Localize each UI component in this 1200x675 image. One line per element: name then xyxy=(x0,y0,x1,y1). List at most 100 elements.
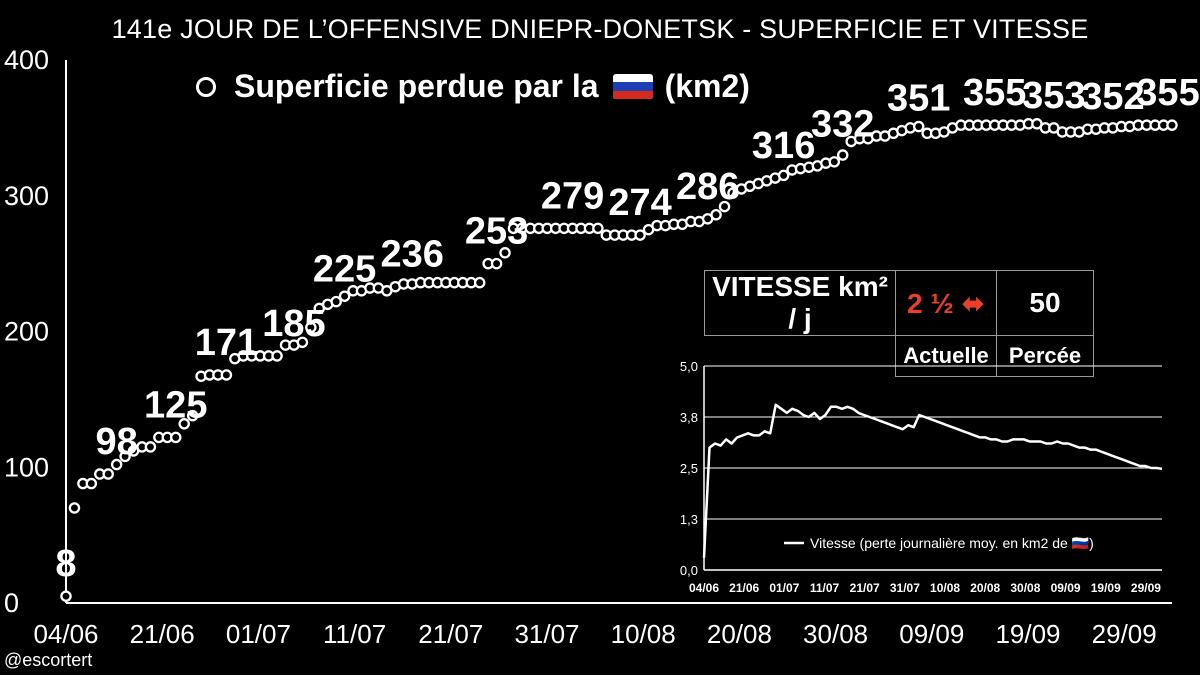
main-x-tick-label: 11/07 xyxy=(323,619,386,649)
legend-label: Superficie perdue par la xyxy=(234,68,599,104)
main-y-tick-label: 100 xyxy=(4,452,49,482)
data-point xyxy=(912,120,925,133)
data-point xyxy=(836,149,849,161)
main-x-tick-label: 09/09 xyxy=(899,619,964,649)
data-point xyxy=(119,450,131,463)
data-label: 236 xyxy=(380,234,443,276)
speed-header: VITESSE km² / j xyxy=(704,270,896,336)
main-x-tick-label: 20/08 xyxy=(707,619,772,649)
data-label: 353 xyxy=(1022,75,1085,117)
inset-x-tick-label: 30/08 xyxy=(1010,581,1040,595)
chart-title: 141e JOUR DE L’OFFENSIVE DNIEPR-DONETSK … xyxy=(111,14,1089,44)
data-point xyxy=(330,295,342,308)
data-point xyxy=(271,350,283,362)
inset-x-tick-label: 29/09 xyxy=(1131,581,1161,595)
inset-x-tick-label: 19/09 xyxy=(1091,581,1121,595)
data-point xyxy=(68,502,81,514)
speed-breakthrough-value: 50 xyxy=(996,270,1094,336)
data-point xyxy=(220,369,233,381)
circle-marker-icon xyxy=(196,76,216,97)
main-x-tick-label: 30/08 xyxy=(803,619,868,649)
data-point xyxy=(144,441,157,453)
inset-x-tick-label: 01/07 xyxy=(769,581,799,595)
main-x-tick-label: 04/06 xyxy=(33,619,98,649)
speed-line-chart: 0,0 1,3 2,5 3,8 5,0 04/06 21/06 01/07 11/07 21/07… xyxy=(680,359,1163,595)
speed-current-value: 2 ½ ⬌ xyxy=(895,270,997,336)
main-x-tick-label: 01/07 xyxy=(226,619,291,649)
main-x-tick-label: 29/09 xyxy=(1092,619,1157,649)
data-point xyxy=(718,200,731,213)
main-x-tick-label: 10/08 xyxy=(611,619,676,649)
main-y-tick-label: 300 xyxy=(4,181,49,211)
inset-x-tick-label: 11/07 xyxy=(810,581,840,595)
inset-legend-label: Vitesse (perte journalière moy. en km2 d… xyxy=(810,535,1094,551)
data-point xyxy=(60,590,72,602)
inset-x-tick-label: 09/09 xyxy=(1051,581,1081,595)
data-label: 98 xyxy=(96,421,138,463)
data-point xyxy=(186,409,199,422)
main-y-tick-label: 200 xyxy=(4,317,49,347)
main-y-tick-label: 0 xyxy=(4,588,19,618)
data-point xyxy=(828,156,841,168)
inset-x-tick-label: 21/07 xyxy=(850,581,880,595)
data-label: 355 xyxy=(1136,72,1199,114)
data-point xyxy=(499,247,511,259)
inset-y-tick-label: 2,5 xyxy=(680,461,698,476)
data-point xyxy=(710,209,722,221)
data-label: 171 xyxy=(195,322,258,364)
flag-stripe-white xyxy=(612,73,653,83)
speed-empty-cell xyxy=(704,335,896,376)
legend-unit: (km2) xyxy=(664,68,750,104)
inset-x-tick-label: 04/06 xyxy=(689,581,719,595)
data-point xyxy=(85,477,98,490)
data-point xyxy=(178,418,190,430)
data-label: 351 xyxy=(887,78,950,120)
data-label: 8 xyxy=(55,543,76,585)
speed-breakthrough-label: Percée xyxy=(996,335,1094,377)
data-label: 355 xyxy=(963,72,1026,114)
data-label: 316 xyxy=(752,125,815,167)
inset-axes: 0,0 1,3 2,5 3,8 5,0 04/06 21/06 01/07 11/07 21/07… xyxy=(680,359,1162,595)
inset-legend: Vitesse (perte journalière moy. en km2 d… xyxy=(784,535,1094,551)
data-point xyxy=(110,458,123,471)
main-legend: Superficie perdue par la (km2) xyxy=(196,68,750,105)
data-label: 225 xyxy=(313,249,376,291)
inset-x-tick-label: 31/07 xyxy=(890,581,920,595)
data-point xyxy=(592,222,604,235)
inset-y-tick-label: 0,0 xyxy=(680,563,698,578)
inset-y-tick-label: 3,8 xyxy=(680,410,698,425)
data-label: 286 xyxy=(676,166,739,208)
inset-series xyxy=(702,403,1163,558)
data-label: 253 xyxy=(465,211,528,253)
inset-x-tick-label: 20/08 xyxy=(970,581,1000,595)
inset-x-tick-label: 21/06 xyxy=(729,581,759,595)
data-point xyxy=(305,321,317,334)
main-axes: 0 100 200 300 400 04/06 21/06 01/07 11/07 21/07 31… xyxy=(4,45,1172,649)
data-label: 352 xyxy=(1081,76,1144,118)
main-x-tick-label: 21/07 xyxy=(418,619,483,649)
inset-y-tick-label: 5,0 xyxy=(680,359,698,374)
data-label: 185 xyxy=(262,303,325,345)
inset-x-tick-label: 10/08 xyxy=(930,581,960,595)
main-y-tick-label: 400 xyxy=(4,45,49,75)
inset-y-tick-label: 1,3 xyxy=(680,512,698,527)
data-point xyxy=(170,431,182,444)
data-point xyxy=(296,336,309,349)
main-x-tick-label: 19/09 xyxy=(995,619,1060,649)
flag-stripe-blue xyxy=(612,82,653,91)
main-data-points xyxy=(60,118,1178,602)
data-label: 125 xyxy=(144,384,207,426)
russia-flag-icon xyxy=(612,73,653,100)
data-point xyxy=(777,169,790,182)
data-label: 332 xyxy=(811,103,874,145)
data-point xyxy=(634,229,646,241)
data-label: 279 xyxy=(541,175,604,217)
speed-table: VITESSE km² / j 2 ½ ⬌ 50 Actuelle Percée xyxy=(704,270,1094,377)
main-x-tick-label: 31/07 xyxy=(514,619,579,649)
speed-current-label: Actuelle xyxy=(895,335,997,377)
flag-stripe-red xyxy=(612,90,653,100)
data-point xyxy=(338,290,351,302)
watermark: @escortert xyxy=(4,650,93,670)
